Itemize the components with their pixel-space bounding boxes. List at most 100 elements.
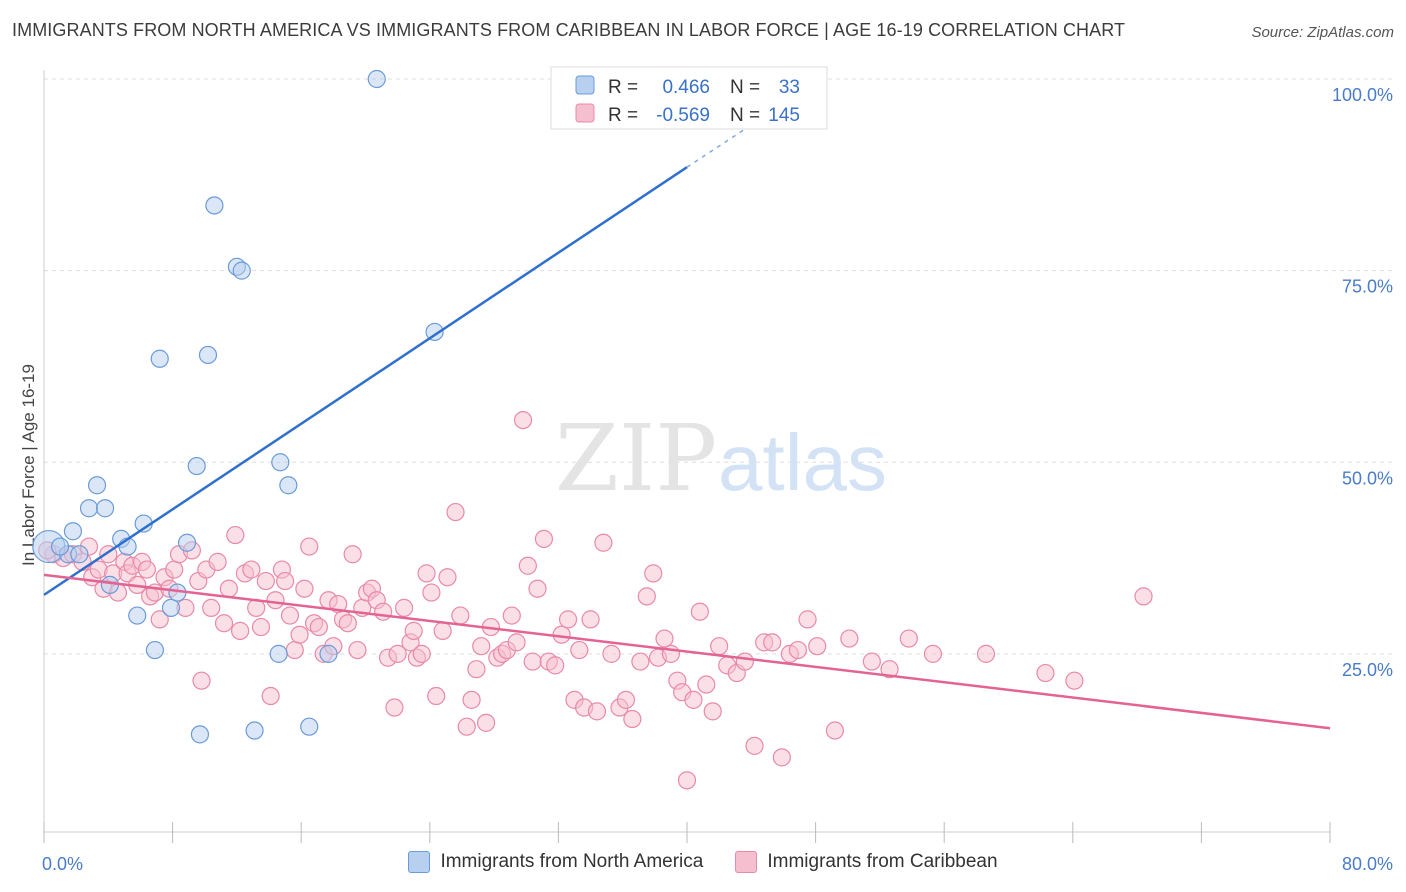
- caribbean-point: [735, 652, 754, 671]
- caribbean-point: [507, 633, 526, 652]
- caribbean-point: [1134, 587, 1153, 606]
- caribbean-point: [1065, 671, 1084, 690]
- caribbean-point: [417, 564, 436, 583]
- caribbean-point: [862, 652, 881, 671]
- legend-n-value-caribbean: 145: [768, 105, 800, 126]
- legend-r-value-caribbean: -0.569: [656, 105, 710, 126]
- y-tick-label: 50.0%: [1342, 468, 1393, 488]
- caribbean-point: [343, 545, 362, 564]
- caribbean-point: [457, 717, 476, 736]
- caribbean-point: [422, 583, 441, 602]
- caribbean-point: [208, 552, 227, 571]
- caribbean-point: [280, 606, 300, 625]
- caribbean-point: [644, 564, 663, 583]
- caribbean-point: [242, 560, 261, 579]
- trend-line-caribbean: [43, 573, 1331, 730]
- x-tick-label: 80.0%: [1342, 854, 1393, 874]
- caribbean-point: [385, 698, 404, 717]
- north-america-point: [300, 717, 319, 736]
- north-america-point: [95, 499, 115, 518]
- caribbean-point: [1036, 663, 1055, 683]
- caribbean-point: [631, 652, 650, 671]
- caribbean-point: [523, 652, 542, 671]
- caribbean-point: [256, 571, 275, 591]
- legend-label-caribbean: Immigrants from Caribbean: [767, 851, 998, 872]
- caribbean-point: [433, 621, 452, 640]
- legend-r-value-north-america: 0.466: [662, 77, 710, 98]
- legend-swatch-north-america-bottom: [408, 851, 431, 873]
- caribbean-point: [374, 602, 393, 621]
- caribbean-point: [788, 640, 808, 660]
- north-america-point: [198, 345, 218, 365]
- north-america-point: [190, 725, 210, 744]
- north-america-point: [319, 644, 338, 663]
- caribbean-point: [394, 598, 414, 617]
- watermark-zip: ZIP: [555, 405, 717, 512]
- x-ticks: 0.0% 80.0%: [42, 822, 1393, 874]
- caribbean-point: [309, 617, 328, 637]
- caribbean-point: [476, 713, 496, 732]
- north-america-point: [70, 545, 89, 564]
- legend-n-label-caribbean: N =: [730, 105, 760, 126]
- caribbean-point: [202, 598, 221, 617]
- caribbean-point: [137, 560, 156, 579]
- north-america-point: [279, 476, 298, 495]
- caribbean-point: [404, 621, 423, 640]
- caribbean-point: [602, 644, 621, 663]
- caribbean-point: [295, 579, 314, 598]
- caribbean-point: [840, 629, 859, 648]
- legend-r-label-north-america: R =: [608, 77, 638, 98]
- caribbean-point: [763, 633, 782, 652]
- legend-n-value-north-america: 33: [779, 77, 800, 98]
- north-america-point: [79, 499, 99, 518]
- x-tick-label: 0.0%: [42, 854, 83, 874]
- caribbean-point: [528, 579, 547, 598]
- caribbean-point: [570, 640, 589, 660]
- caribbean-point: [798, 610, 817, 629]
- caribbean-point: [534, 529, 554, 549]
- chart-title: IMMIGRANTS FROM NORTH AMERICA VS IMMIGRA…: [12, 20, 1126, 40]
- caribbean-point: [623, 709, 642, 729]
- chart-source: Source: ZipAtlas.com: [1251, 24, 1394, 41]
- caribbean-point: [880, 660, 899, 679]
- caribbean-point: [546, 656, 565, 675]
- caribbean-point: [290, 625, 309, 644]
- caribbean-point: [427, 686, 446, 706]
- caribbean-point: [923, 644, 943, 663]
- north-america-point: [63, 522, 83, 541]
- north-america-point: [187, 456, 206, 476]
- caribbean-point: [338, 614, 357, 633]
- north-america-point: [177, 533, 197, 552]
- caribbean-point: [808, 637, 827, 656]
- caribbean-point: [825, 721, 844, 740]
- y-tick-label: 75.0%: [1342, 277, 1393, 297]
- north-america-point: [100, 575, 120, 594]
- caribbean-point: [214, 614, 234, 633]
- caribbean-point: [703, 702, 722, 721]
- north-america-point: [425, 322, 444, 342]
- caribbean-point: [438, 568, 457, 587]
- caribbean-point: [276, 571, 295, 591]
- legend-swatch-north-america: [575, 75, 595, 95]
- legend-stats-box: [550, 66, 828, 130]
- caribbean-point: [772, 748, 791, 767]
- caribbean-point: [637, 587, 656, 606]
- caribbean-point: [261, 686, 280, 706]
- caribbean-point: [899, 629, 918, 648]
- north-america-point: [145, 640, 165, 660]
- north-america-point: [232, 261, 251, 280]
- north-america-point: [161, 598, 181, 617]
- legend-swatch-caribbean-bottom: [735, 851, 758, 873]
- caribbean-point: [745, 736, 764, 755]
- legend-item-north-america: Immigrants from North America: [408, 851, 703, 873]
- caribbean-point: [266, 591, 285, 610]
- caribbean-point: [502, 606, 521, 625]
- north-america-point: [87, 476, 107, 495]
- caribbean-point: [513, 410, 533, 430]
- north-america-point: [128, 606, 147, 625]
- caribbean-point: [690, 602, 709, 621]
- caribbean-point: [150, 610, 169, 629]
- watermark: ZIP atlas: [555, 405, 887, 512]
- caribbean-point: [300, 537, 319, 556]
